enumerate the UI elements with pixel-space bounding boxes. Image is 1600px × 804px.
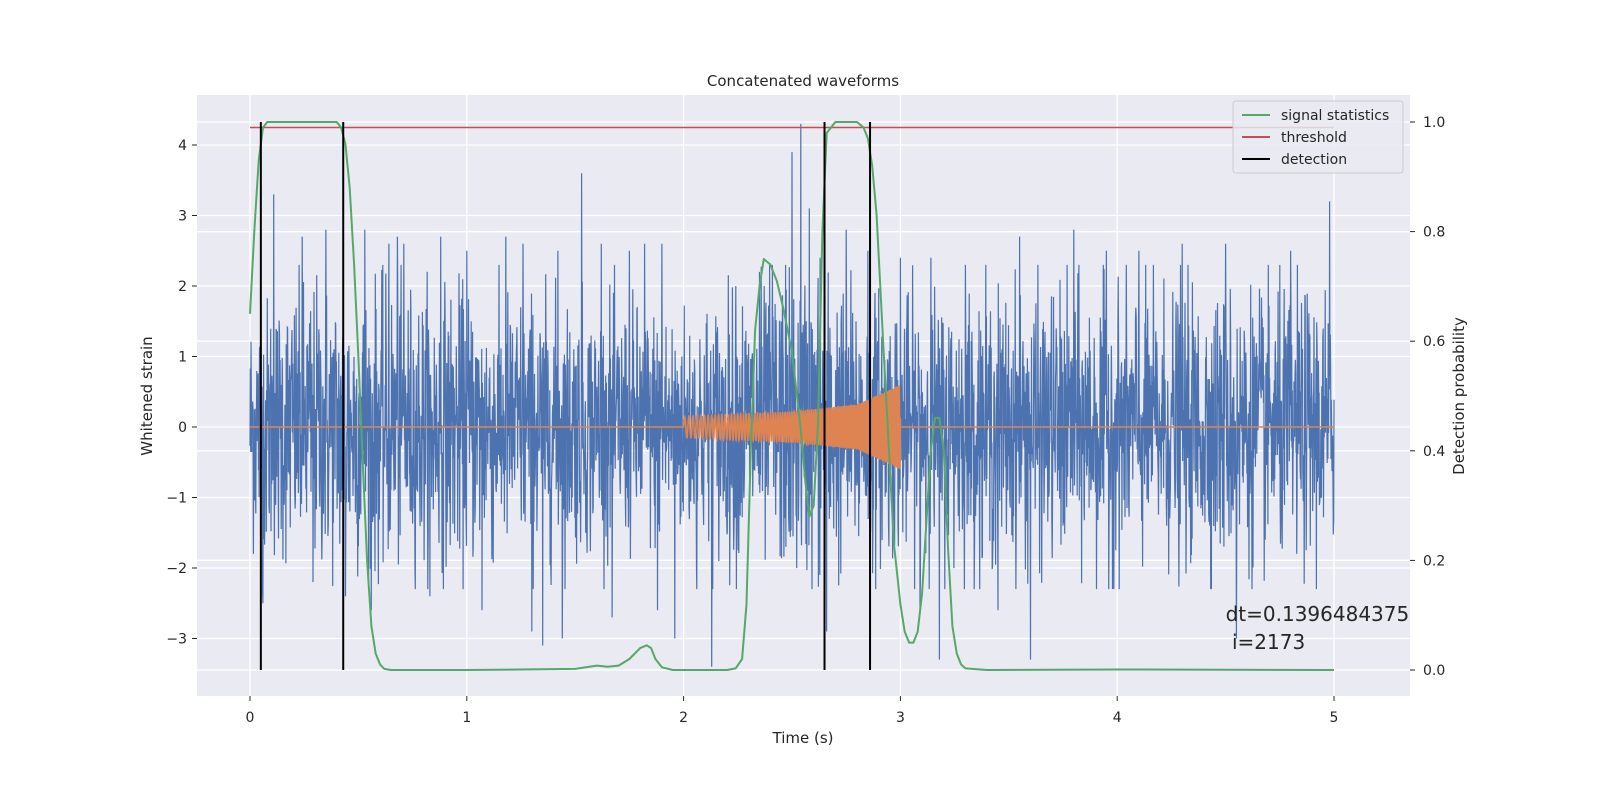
injection-line xyxy=(250,385,1334,469)
injection-series xyxy=(250,385,1334,469)
x-tick-label: 0 xyxy=(246,710,255,726)
legend-label-threshold: threshold xyxy=(1281,130,1347,146)
y2-tick-label: 0.0 xyxy=(1423,663,1445,679)
y-tick-label: −2 xyxy=(166,561,187,577)
y-axis-label: Whitened strain xyxy=(138,336,156,455)
signal-statistics-line xyxy=(249,121,1335,671)
y-tick-label: 0 xyxy=(178,420,187,436)
y2-tick-label: 0.2 xyxy=(1423,553,1445,569)
y-tick-label: 3 xyxy=(178,209,187,225)
y2-axis-label: Detection probability xyxy=(1450,317,1468,475)
x-tick-label: 4 xyxy=(1113,710,1122,726)
x-tick-label: 2 xyxy=(679,710,688,726)
y-tick-label: −3 xyxy=(166,632,187,648)
strain-line xyxy=(249,123,1335,667)
x-tick-label: 3 xyxy=(896,710,905,726)
chart-title: Concatenated waveforms xyxy=(707,72,899,90)
legend-label-signal-statistics: signal statistics xyxy=(1281,108,1389,124)
strain-series xyxy=(249,123,1335,667)
annotation-index: i=2173 xyxy=(1226,630,1306,654)
legend-label-detection: detection xyxy=(1281,152,1347,168)
annotation-dt: dt=0.1396484375 xyxy=(1226,602,1410,626)
y2-tick-label: 0.4 xyxy=(1423,444,1445,460)
signal-statistics-series xyxy=(249,121,1335,671)
legend: signal statistics threshold detection xyxy=(1232,100,1404,174)
y-tick-label: 1 xyxy=(178,350,187,366)
y2-tick-label: 0.6 xyxy=(1423,334,1445,350)
detection-series xyxy=(259,122,872,670)
y2-tick-label: 1.0 xyxy=(1423,115,1445,131)
legend-box xyxy=(1232,100,1404,174)
x-axis-label: Time (s) xyxy=(772,729,834,747)
y-tick-label: 4 xyxy=(178,138,187,154)
y2-tick-label: 0.8 xyxy=(1423,225,1445,241)
axes: 0 1 2 3 4 5 −3 −2 −1 0 1 2 3 4 0.0 0.2 0.4 0.6 0.8 1.0 xyxy=(166,115,1445,726)
y-tick-label: −1 xyxy=(166,491,187,507)
x-tick-label: 5 xyxy=(1330,710,1339,726)
x-tick-label: 1 xyxy=(462,710,471,726)
y-tick-label: 2 xyxy=(178,279,187,295)
